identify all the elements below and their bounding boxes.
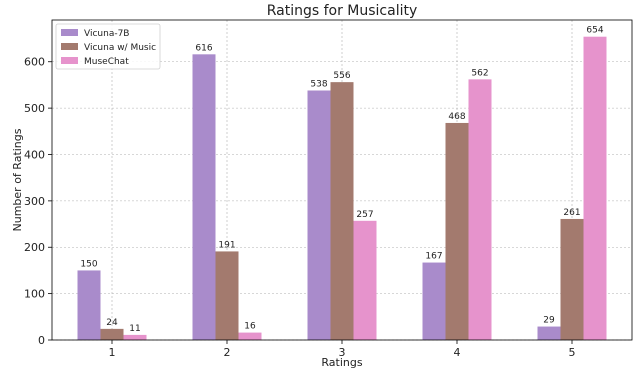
legend-entry: Vicuna w/ Music [84,43,156,53]
plot-frame [51,19,633,341]
y-tick-label: 100 [24,288,45,301]
data-label: 24 [106,318,118,328]
y-tick-label: 400 [24,148,45,161]
x-tick-label: 2 [224,346,231,359]
y-tick-label: 200 [24,241,45,254]
data-label: 257 [356,210,373,220]
data-label: 16 [244,322,256,332]
bar [123,334,147,340]
legend-entry: Vicuna-7B [84,29,129,39]
y-tick-label: 500 [24,102,45,115]
x-tick-label: 1 [109,346,116,359]
bar [353,220,377,340]
axes-layer: 0 100 200 300 400 500 600 1 2 3 4 5 [24,19,633,359]
data-label: 191 [218,240,235,250]
bar [445,122,469,341]
x-tick-label: 5 [569,346,576,359]
y-axis-label: Number of Ratings [11,128,24,231]
bar [422,262,446,340]
bar [77,270,101,340]
legend-swatch [61,43,78,50]
data-label: 29 [543,316,555,326]
data-label: 654 [586,26,603,36]
bar [238,332,262,340]
legend: Vicuna-7B Vicuna w/ Music MuseChat [55,23,161,70]
x-tick-label: 4 [454,346,461,359]
legend-swatch [61,57,78,64]
data-label: 150 [80,259,97,269]
data-labels-layer: 150 616 538 167 29 24 191 556 468 261 11 16 257 562 65… [80,26,603,334]
bar [583,36,607,341]
bar [330,82,354,340]
x-tick-label: 3 [339,346,346,359]
y-tick-label: 300 [24,195,45,208]
data-label: 616 [195,43,212,53]
bar [468,79,492,341]
chart-title: Ratings for Musicality [267,3,418,19]
data-label: 11 [129,324,140,334]
data-label: 468 [448,112,465,122]
data-label: 167 [425,252,442,262]
data-label: 261 [563,208,580,218]
legend-entry: MuseChat [84,57,129,67]
y-tick-label: 600 [24,56,45,69]
data-label: 556 [333,71,350,81]
data-label: 562 [471,68,488,78]
bar [215,251,239,340]
data-label: 538 [310,79,327,89]
bar [100,328,124,340]
x-axis-label: Ratings [321,356,362,369]
legend-box [55,23,161,70]
bars-layer [77,36,607,341]
legend-swatch [61,29,78,36]
bar [307,90,331,340]
bar [192,54,216,340]
bar [537,326,561,340]
bar [560,218,584,340]
y-tick-label: 0 [38,334,45,347]
